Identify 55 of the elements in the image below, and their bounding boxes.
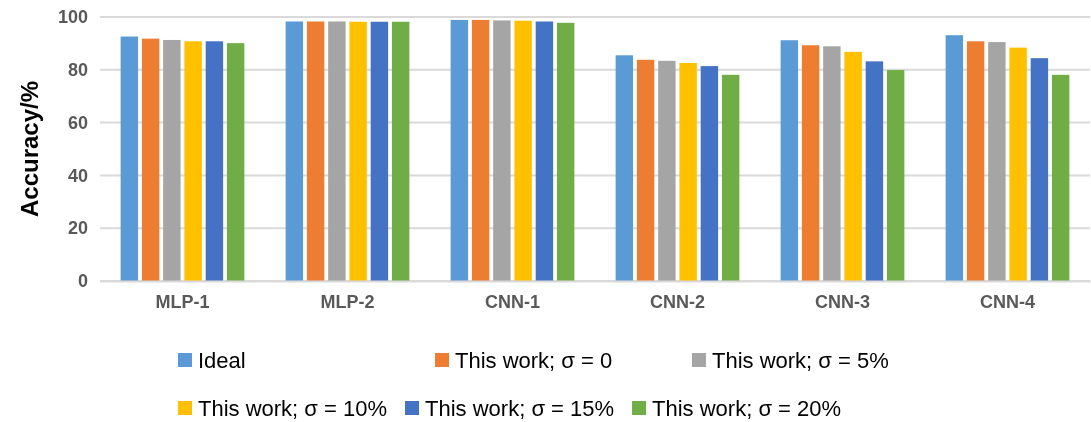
bar [700, 66, 719, 281]
bar [844, 51, 862, 281]
y-axis-title: Accuracy/% [16, 80, 43, 218]
bar [163, 39, 181, 281]
y-tick-label: 0 [77, 271, 88, 292]
bar [535, 21, 554, 281]
bar [1051, 74, 1070, 281]
bar [120, 36, 139, 281]
x-tick-label: MLP-2 [320, 291, 375, 312]
bar [886, 70, 905, 281]
bar [780, 40, 799, 281]
bar [1030, 58, 1049, 281]
bar [636, 59, 655, 281]
x-tick-label: CNN-2 [649, 291, 706, 312]
bar [471, 19, 490, 281]
legend-label: This work; σ = 20% [652, 395, 842, 421]
bar [141, 38, 160, 281]
bar [945, 35, 964, 281]
bar [306, 21, 325, 281]
bar [556, 22, 575, 281]
bar [721, 74, 740, 281]
bar [285, 21, 304, 281]
bar [184, 41, 202, 281]
legend-label: This work; σ = 15% [425, 395, 615, 421]
bar [328, 21, 346, 281]
bar [1009, 47, 1027, 281]
bar [679, 62, 697, 281]
bar [226, 43, 245, 281]
bar [493, 20, 511, 281]
y-tick-label: 20 [67, 218, 88, 239]
y-tick-label: 60 [67, 112, 88, 133]
y-tick-label: 100 [57, 7, 88, 28]
bar [391, 21, 410, 281]
bar [349, 21, 367, 281]
bar [966, 41, 985, 281]
x-tick-label: CNN-3 [814, 291, 871, 312]
legend-label: Ideal [198, 347, 246, 373]
legend-label: This work; σ = 10% [198, 395, 388, 421]
bar [658, 60, 676, 281]
x-tick-label: CNN-4 [979, 291, 1036, 312]
bar [988, 42, 1006, 281]
bar [205, 41, 224, 281]
legend-label: This work; σ = 5% [712, 347, 889, 373]
bar [370, 21, 389, 281]
bar [450, 19, 469, 281]
x-tick-label: MLP-1 [155, 291, 210, 312]
bar [615, 55, 634, 281]
x-tick-label: CNN-1 [484, 291, 541, 312]
y-tick-label: 80 [67, 60, 88, 81]
bar [823, 46, 841, 281]
bar [865, 61, 884, 281]
bar [514, 20, 532, 281]
legend-label: This work; σ = 0 [455, 347, 613, 373]
bar [801, 45, 820, 281]
y-tick-label: 40 [67, 165, 88, 186]
